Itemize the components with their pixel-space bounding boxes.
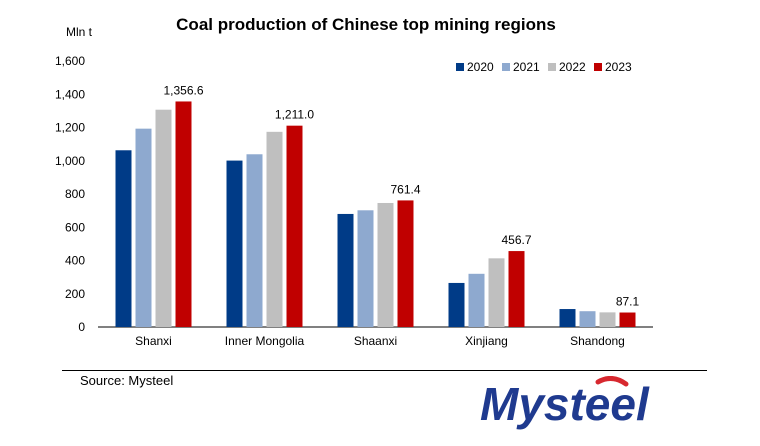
y-axis-label: Mln t [66, 25, 93, 39]
bar-2022 [377, 202, 394, 327]
y-tick-label: 400 [65, 254, 85, 268]
chart-title: Coal production of Chinese top mining re… [176, 15, 556, 34]
bar-2021 [357, 210, 374, 327]
data-label: 456.7 [501, 233, 531, 247]
bar-2021 [246, 154, 263, 327]
legend: 2020 2021 2022 2023 [456, 60, 632, 74]
legend-swatch-2020 [456, 63, 464, 71]
bar-2021 [579, 311, 596, 327]
bar-2020 [337, 213, 354, 327]
legend-label: 2021 [513, 60, 540, 74]
footer-divider [62, 370, 707, 371]
bar-2023 [286, 125, 303, 327]
y-tick-label: 1,400 [55, 87, 85, 101]
data-label: 1,211.0 [275, 108, 314, 122]
bar-2021 [468, 273, 485, 327]
y-tick-label: 600 [65, 220, 85, 234]
y-tick-label: 1,600 [55, 54, 85, 68]
y-tick-label: 0 [78, 320, 85, 334]
legend-swatch-2021 [502, 63, 510, 71]
bar-2022 [155, 109, 172, 328]
data-labels: 1,356.6 1,211.0 761.4 456.7 87.1 [163, 83, 639, 308]
category-labels: Shanxi Inner Mongolia Shaanxi Xinjiang Shand… [135, 334, 625, 348]
y-axis-ticks: 0 200 400 600 800 1,000 1,200 1,400 1,600 [55, 54, 85, 334]
y-tick-label: 800 [65, 187, 85, 201]
category-label: Inner Mongolia [225, 334, 305, 348]
bar-2020 [448, 282, 465, 327]
legend-swatch-2023 [594, 63, 602, 71]
logo-swoosh-icon [595, 376, 629, 387]
y-tick-label: 1,200 [55, 121, 85, 135]
bar-2022 [488, 258, 505, 327]
bar-2023 [175, 101, 192, 328]
legend-label: 2020 [467, 60, 494, 74]
legend-label: 2023 [605, 60, 632, 74]
y-tick-label: 200 [65, 287, 85, 301]
bar-2022 [599, 312, 616, 327]
legend-swatch-2022 [548, 63, 556, 71]
category-label: Shaanxi [354, 334, 397, 348]
bar-2020 [226, 160, 243, 327]
data-label: 1,356.6 [163, 83, 203, 97]
y-tick-label: 1,000 [55, 154, 85, 168]
category-label: Xinjiang [465, 334, 508, 348]
mysteel-logo: Mysteel [480, 376, 650, 430]
category-label: Shandong [570, 334, 625, 348]
data-label: 87.1 [616, 295, 640, 309]
bar-2023 [397, 200, 414, 327]
legend-label: 2022 [559, 60, 586, 74]
bar-2020 [115, 150, 132, 327]
bar-2023 [619, 312, 636, 327]
bar-2023 [508, 251, 525, 327]
bar-2020 [559, 309, 576, 327]
bars [115, 101, 636, 328]
logo-text: Mysteel [480, 378, 650, 430]
bar-2022 [266, 131, 283, 327]
bar-2021 [135, 128, 152, 327]
category-label: Shanxi [135, 334, 172, 348]
source-note: Source: Mysteel [80, 373, 174, 388]
data-label: 761.4 [390, 182, 420, 196]
